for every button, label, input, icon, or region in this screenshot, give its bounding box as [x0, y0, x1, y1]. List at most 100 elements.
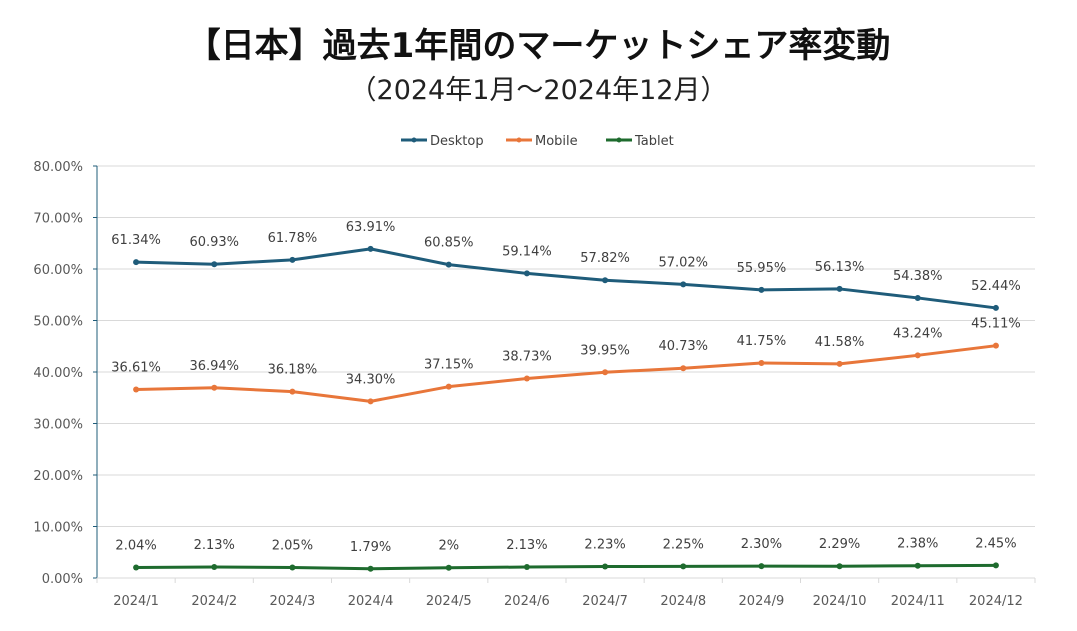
chart-subtitle: （2024年1月～2024年12月） — [349, 75, 728, 106]
data-point-mobile — [758, 359, 765, 366]
data-point-mobile — [133, 386, 140, 393]
x-tick-label: 2024/2 — [191, 594, 237, 609]
data-label-desktop: 61.34% — [111, 233, 161, 248]
data-point-desktop — [836, 285, 843, 292]
x-tick-label: 2024/10 — [813, 594, 867, 609]
data-point-mobile — [836, 360, 843, 367]
data-point-desktop — [523, 270, 530, 277]
data-point-desktop — [211, 261, 218, 268]
data-point-mobile — [914, 352, 921, 359]
x-tick-label: 2024/6 — [504, 594, 550, 609]
y-tick-label: 10.00% — [33, 521, 83, 536]
data-label-mobile: 45.11% — [971, 317, 1021, 332]
series-line-mobile — [136, 344, 997, 403]
series-line-desktop — [136, 247, 997, 310]
data-label-mobile: 38.73% — [502, 350, 552, 365]
data-label-desktop: 56.13% — [815, 260, 865, 275]
data-label-mobile: 41.58% — [815, 335, 865, 350]
y-tick-label: 0.00% — [42, 572, 83, 587]
data-point-desktop — [758, 286, 765, 293]
data-point-tablet — [133, 564, 140, 571]
data-point-desktop — [914, 294, 921, 301]
data-label-tablet: 2.04% — [115, 538, 156, 553]
data-point-desktop — [680, 281, 687, 288]
data-point-desktop — [133, 259, 140, 266]
data-label-desktop: 60.85% — [424, 236, 474, 251]
data-label-tablet: 2.45% — [975, 536, 1016, 551]
y-tick-label: 80.00% — [33, 160, 83, 175]
data-label-desktop: 57.02% — [658, 255, 708, 270]
legend-label-mobile: Mobile — [535, 134, 578, 149]
data-label-tablet: 1.79% — [350, 540, 391, 555]
legend-label-desktop: Desktop — [430, 134, 484, 149]
data-label-desktop: 54.38% — [893, 269, 943, 284]
data-point-mobile — [367, 398, 374, 405]
x-tick-label: 2024/12 — [969, 594, 1023, 609]
data-label-mobile: 39.95% — [580, 343, 630, 358]
data-label-tablet: 2.38% — [897, 537, 938, 552]
data-label-desktop: 57.82% — [580, 251, 630, 266]
data-point-mobile — [992, 342, 999, 349]
data-point-tablet — [758, 563, 765, 570]
x-tick-label: 2024/5 — [426, 594, 472, 609]
data-label-tablet: 2.30% — [741, 537, 782, 552]
data-point-desktop — [602, 277, 609, 284]
legend-marker-tablet — [616, 137, 622, 143]
data-label-mobile: 34.30% — [346, 372, 396, 387]
data-label-tablet: 2.25% — [663, 537, 704, 552]
data-label-mobile: 37.15% — [424, 358, 474, 373]
data-point-mobile — [680, 365, 687, 372]
data-label-tablet: 2.23% — [584, 538, 625, 553]
data-label-desktop: 52.44% — [971, 279, 1021, 294]
data-point-tablet — [289, 564, 296, 571]
data-label-tablet: 2.13% — [506, 538, 547, 553]
data-point-mobile — [211, 384, 218, 391]
data-point-desktop — [445, 261, 452, 268]
data-label-mobile: 41.75% — [737, 334, 787, 349]
data-label-desktop: 63.91% — [346, 220, 396, 235]
data-point-tablet — [992, 562, 999, 569]
y-tick-label: 40.00% — [33, 366, 83, 381]
x-tick-label: 2024/4 — [348, 594, 394, 609]
data-label-desktop: 61.78% — [268, 231, 318, 246]
data-point-tablet — [914, 562, 921, 569]
legend-marker-mobile — [516, 137, 522, 143]
data-label-tablet: 2% — [438, 539, 459, 554]
x-tick-label: 2024/11 — [891, 594, 945, 609]
data-point-desktop — [367, 245, 374, 252]
data-label-desktop: 59.14% — [502, 244, 552, 259]
data-label-mobile: 40.73% — [658, 339, 708, 354]
data-point-tablet — [211, 564, 218, 571]
data-point-mobile — [445, 383, 452, 390]
data-point-tablet — [836, 563, 843, 570]
data-label-desktop: 55.95% — [737, 261, 787, 276]
data-point-tablet — [523, 564, 530, 571]
data-point-tablet — [680, 563, 687, 570]
y-tick-label: 30.00% — [33, 418, 83, 433]
chart-title: 【日本】過去1年間のマーケットシェア率変動 — [186, 26, 891, 66]
data-point-mobile — [289, 388, 296, 395]
series-line-tablet — [136, 563, 996, 571]
x-tick-label: 2024/7 — [582, 594, 628, 609]
data-label-desktop: 60.93% — [189, 235, 239, 250]
y-tick-label: 60.00% — [33, 263, 83, 278]
data-point-mobile — [602, 369, 609, 376]
legend-marker-desktop — [411, 137, 417, 143]
y-tick-label: 70.00% — [33, 212, 83, 227]
data-point-mobile — [523, 375, 530, 382]
data-label-mobile: 43.24% — [893, 326, 943, 341]
y-tick-label: 50.00% — [33, 315, 83, 330]
legend-label-tablet: Tablet — [634, 134, 674, 149]
x-tick-label: 2024/1 — [113, 594, 159, 609]
y-tick-label: 20.00% — [33, 469, 83, 484]
data-label-tablet: 2.29% — [819, 537, 860, 552]
data-label-mobile: 36.18% — [268, 363, 318, 378]
data-point-desktop — [289, 256, 296, 263]
x-tick-label: 2024/3 — [270, 594, 316, 609]
x-tick-label: 2024/9 — [739, 594, 785, 609]
data-label-mobile: 36.61% — [111, 360, 161, 375]
data-label-tablet: 2.13% — [194, 538, 235, 553]
data-point-tablet — [367, 565, 374, 572]
data-label-mobile: 36.94% — [189, 359, 239, 374]
